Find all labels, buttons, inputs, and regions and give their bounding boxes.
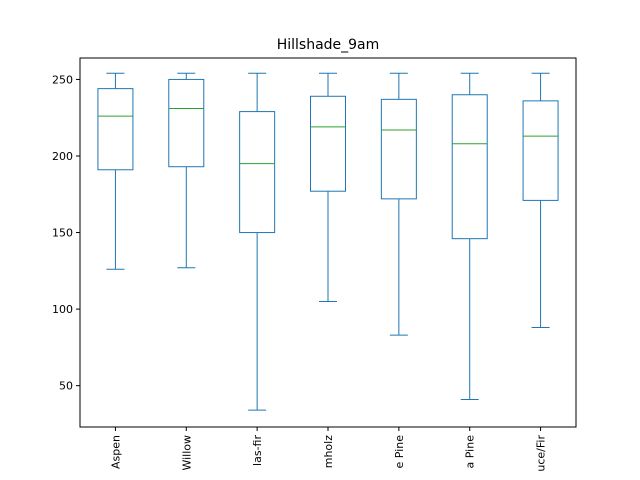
box	[310, 95, 346, 192]
plot-frame	[79, 57, 577, 428]
x-tick-label: Aspen	[109, 435, 122, 469]
y-tick-label: 100	[52, 303, 73, 316]
box	[97, 88, 134, 171]
box	[380, 98, 417, 200]
y-tick-label: 250	[52, 73, 73, 86]
y-tick-label: 50	[59, 380, 73, 393]
x-tick-label: Willow	[180, 435, 193, 471]
x-tick-label: las-fir	[251, 435, 264, 466]
box	[239, 111, 276, 234]
x-tick-label: uce/Fir	[535, 435, 548, 472]
chart-title: Hillshade_9am	[277, 37, 380, 53]
box	[451, 94, 488, 240]
y-tick-label: 150	[52, 227, 73, 240]
x-tick-label: mholz	[322, 435, 335, 468]
x-tick-label: a Pine	[464, 435, 477, 469]
x-tick-label: e Pine	[393, 435, 406, 469]
box	[168, 78, 205, 168]
y-tick-label: 200	[52, 150, 73, 163]
plot-area: 50 100 150 200 250 Aspen Willow las-fir mholz e P…	[52, 72, 559, 472]
box	[522, 100, 559, 201]
